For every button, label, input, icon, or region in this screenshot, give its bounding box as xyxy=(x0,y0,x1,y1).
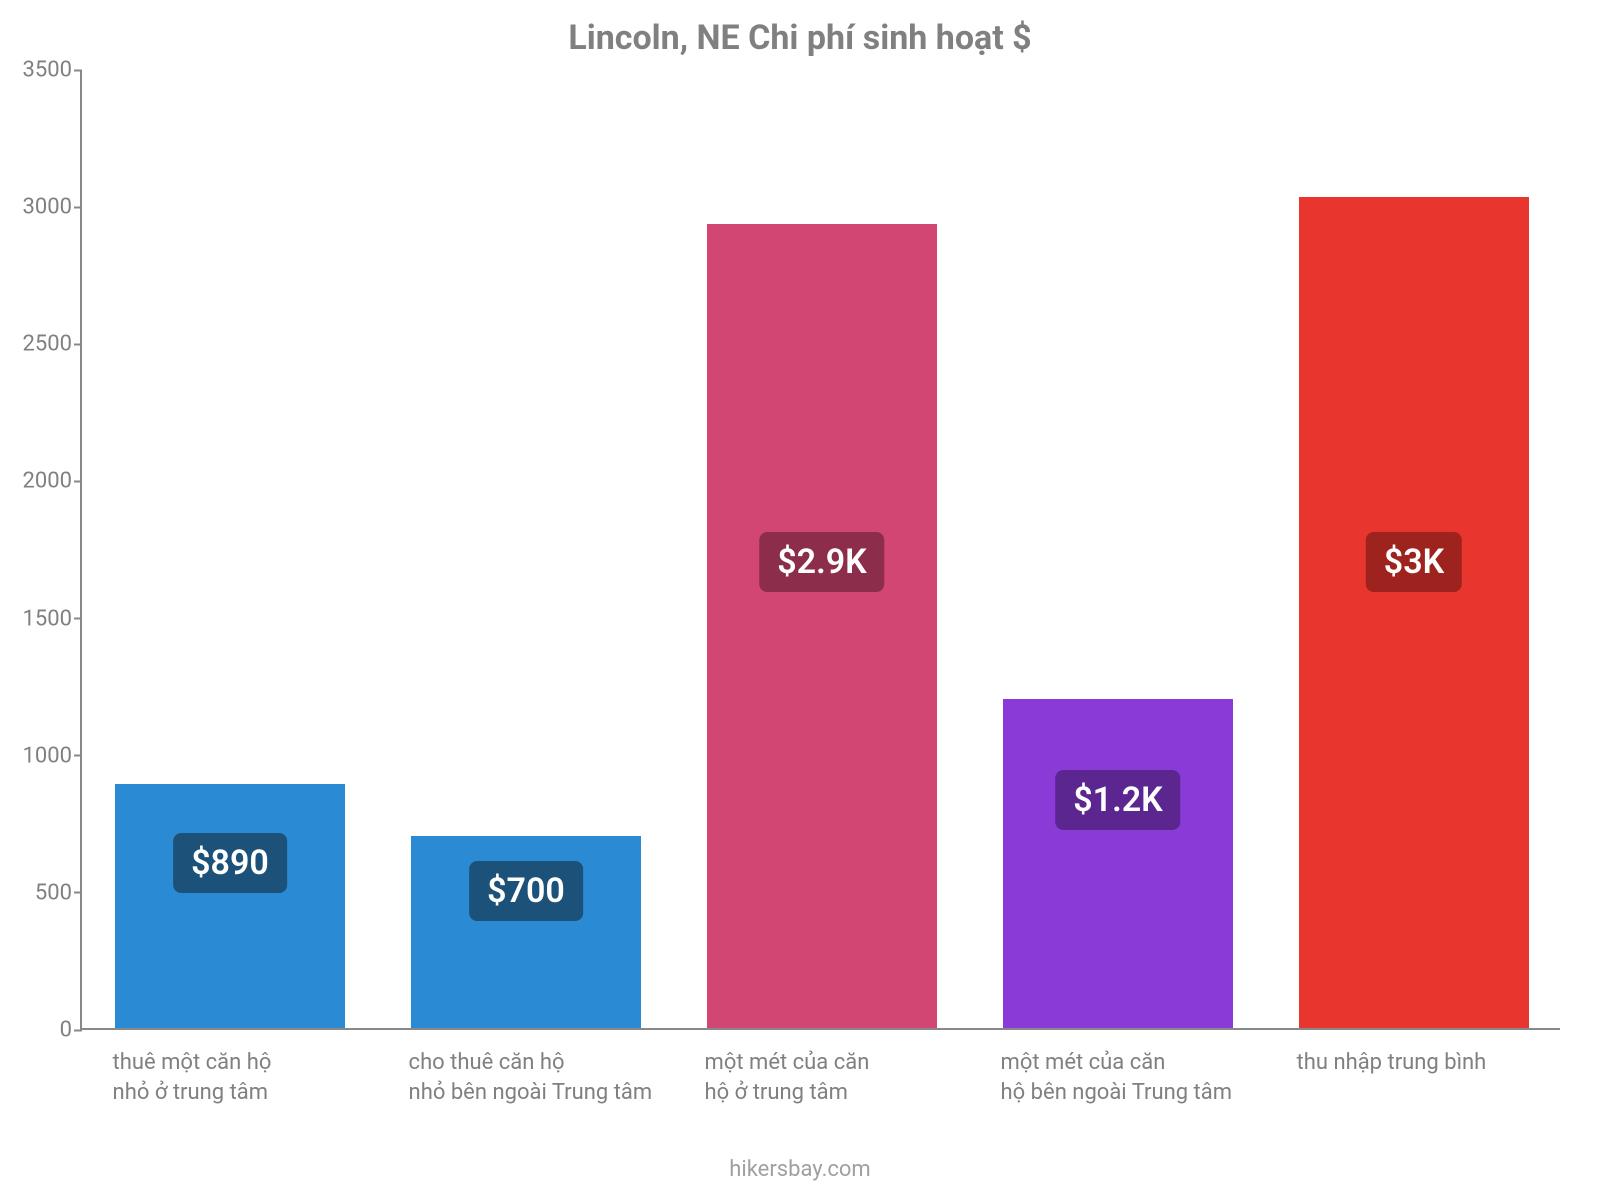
x-label-rent_small_outside: cho thuê căn hộnhỏ bên ngoài Trung tâm xyxy=(409,1048,680,1107)
bar-sqm_outside: $1.2K xyxy=(1003,699,1234,1028)
y-tick: 3000 xyxy=(12,195,72,220)
plot-area: $890$700$2.9K$1.2K$3K 050010001500200025… xyxy=(80,70,1560,1030)
bars-layer: $890 $700 $2.9K $1.2K $3K xyxy=(82,70,1560,1028)
x-label-sqm_center: một mét của cănhộ ở trung tâm xyxy=(705,1048,976,1107)
x-label-avg_income: thu nhập trung bình xyxy=(1297,1048,1568,1078)
y-tick: 1500 xyxy=(12,606,72,631)
bar-value-label: $1.2K xyxy=(1055,770,1180,830)
x-label-rent_small_center: thuê một căn hộnhỏ ở trung tâm xyxy=(113,1048,384,1107)
bar-value-label: $700 xyxy=(469,861,583,921)
cost-of-living-chart: Lincoln, NE Chi phí sinh hoạt $ $890 $700… xyxy=(0,0,1600,1200)
y-tick: 2000 xyxy=(12,469,72,494)
x-axis-labels: thuê một căn hộnhỏ ở trung tâm cho thuê c… xyxy=(80,1038,1560,1158)
bar-value-label: $3K xyxy=(1366,532,1462,592)
bar-rent_small_center: $890 xyxy=(115,784,346,1028)
x-label-sqm_outside: một mét của cănhộ bên ngoài Trung tâm xyxy=(1001,1048,1272,1107)
y-tick: 3500 xyxy=(12,58,72,83)
bar-value-label: $890 xyxy=(173,833,287,893)
y-tick: 0 xyxy=(12,1018,72,1043)
bar-avg_income: $3K xyxy=(1299,197,1530,1028)
attribution-text: hikersbay.com xyxy=(0,1157,1600,1182)
bar-sqm_center: $2.9K xyxy=(707,224,938,1028)
y-tick: 2500 xyxy=(12,332,72,357)
y-tick: 500 xyxy=(12,880,72,905)
chart-title: Lincoln, NE Chi phí sinh hoạt $ xyxy=(0,18,1600,58)
bar-rent_small_outside: $700 xyxy=(411,836,642,1028)
bar-value-label: $2.9K xyxy=(759,532,884,592)
y-tick: 1000 xyxy=(12,743,72,768)
